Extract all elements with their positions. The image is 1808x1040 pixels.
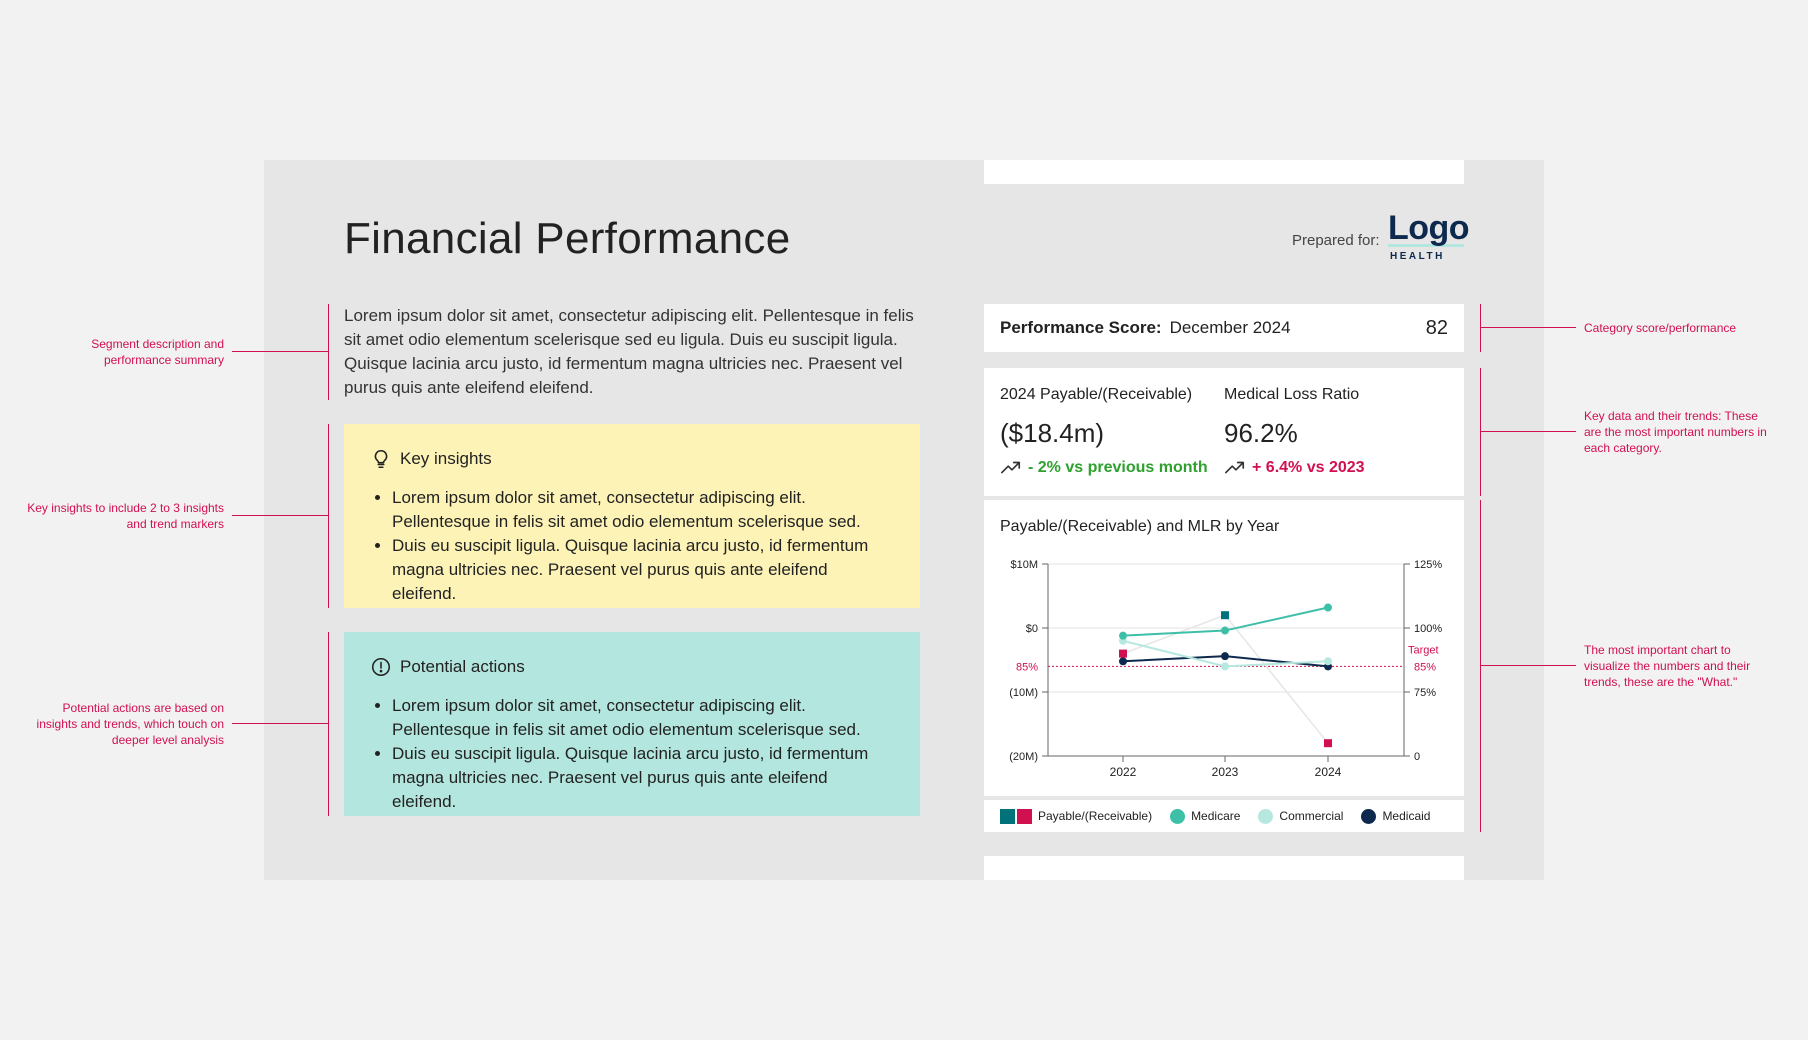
annotation-bracket <box>1480 500 1481 832</box>
y-right-tick-label: 125% <box>1414 559 1442 571</box>
key-insights-list: Lorem ipsum dolor sit amet, consectetur … <box>370 486 894 606</box>
logo-underline <box>1388 244 1464 247</box>
legend-swatch <box>1170 808 1186 824</box>
annotation-score: Category score/performance <box>1584 321 1737 335</box>
page-title: Financial Performance <box>344 214 791 263</box>
score-label: Performance Score: <box>1000 318 1162 337</box>
potential-actions-header: Potential actions <box>370 656 894 678</box>
annotation-connector <box>1480 665 1576 666</box>
x-tick-label: 2024 <box>1315 765 1342 779</box>
target-right-label: 85% <box>1414 661 1436 673</box>
annotation-connector <box>232 351 328 352</box>
list-item: Lorem ipsum dolor sit amet, consectetur … <box>392 486 894 534</box>
legend-label: Payable/(Receivable) <box>1038 809 1153 823</box>
target-label: Target <box>1408 644 1439 656</box>
score-period: December 2024 <box>1169 318 1291 337</box>
list-item: Duis eu suscipit ligula. Quisque lacinia… <box>392 742 894 814</box>
mlr-chart: $10M $0 (10M) (20M) 125% 100% 75% 0 2022 2023 2024… <box>1009 559 1442 779</box>
list-item: Duis eu suscipit ligula. Quisque lacinia… <box>392 534 894 606</box>
score-value: 82 <box>1425 316 1448 339</box>
kpi-trend-text: - 2% vs previous month <box>1028 459 1208 476</box>
legend-label: Medicare <box>1191 809 1241 823</box>
kpi-trend: - 2% vs previous month <box>1000 459 1208 477</box>
kpi-trend-text: + 6.4% vs 2023 <box>1252 459 1365 476</box>
performance-score-card: Performance Score: December 2024 82 <box>984 304 1464 352</box>
data-point-commercial <box>1221 662 1229 671</box>
legend-swatch <box>1000 808 1015 824</box>
annotation-insights: Key insights to include 2 to 3 insights … <box>27 501 224 531</box>
kpi-mlr: Medical Loss Ratio 96.2% + 6.4% vs 2023 <box>1224 386 1365 477</box>
annotation-bracket <box>328 304 329 400</box>
annotation-kpis: Key data and their trends: These are the… <box>1584 409 1767 455</box>
data-point-medicare <box>1324 603 1332 612</box>
potential-actions-box: Potential actions Lorem ipsum dolor sit … <box>344 632 920 816</box>
annotation-chart: The most important chart to visualize th… <box>1584 643 1751 689</box>
annotation-bracket <box>1480 304 1481 352</box>
trend-up-icon <box>1225 461 1245 474</box>
y-right-tick-label: 75% <box>1414 687 1436 699</box>
legend-item: Medicare <box>1170 808 1241 824</box>
data-point-medicare <box>1119 631 1127 640</box>
x-tick-label: 2023 <box>1212 765 1239 779</box>
legend-item: Medicaid <box>1361 808 1431 824</box>
data-point-medicare <box>1221 626 1229 635</box>
annotation-actions: Potential actions are based on insights … <box>36 701 224 747</box>
key-insights-title: Key insights <box>400 449 492 468</box>
target-left-label: 85% <box>1016 661 1038 673</box>
alert-circle-icon <box>371 657 391 677</box>
annotation-connector <box>1480 431 1576 432</box>
kpi-trend: + 6.4% vs 2023 <box>1224 459 1365 477</box>
potential-actions-list: Lorem ipsum dolor sit amet, consectetur … <box>370 694 894 814</box>
legend-item: Payable/(Receivable) <box>1000 808 1153 824</box>
lightbulb-icon <box>374 449 388 469</box>
y-left-tick-label: (10M) <box>1009 687 1038 699</box>
segment-description: Lorem ipsum dolor sit amet, consectetur … <box>344 306 914 397</box>
chart-title: Payable/(Receivable) and MLR by Year <box>1000 518 1280 535</box>
white-strip-bottom <box>984 856 1464 880</box>
list-item: Lorem ipsum dolor sit amet, consectetur … <box>392 694 894 742</box>
annotation-bracket <box>1480 368 1481 496</box>
kpi-value: 96.2% <box>1224 418 1298 448</box>
annotation-bracket <box>328 424 329 608</box>
client-logo: Logo HEALTH <box>1388 209 1470 262</box>
chart-legend: Payable/(Receivable) Medicare Commercial Me… <box>984 800 1464 832</box>
y-right-tick-label: 0 <box>1414 751 1420 763</box>
payable-marker <box>1324 739 1332 748</box>
logo-subtext: HEALTH <box>1390 251 1445 262</box>
legend-swatch <box>1258 808 1274 824</box>
annotation-connector <box>232 723 328 724</box>
trend-up-icon <box>1001 461 1021 474</box>
kpi-card: 2024 Payable/(Receivable) ($18.4m) - 2% … <box>984 368 1464 496</box>
data-point-commercial <box>1324 657 1332 666</box>
y-left-tick-label: $10M <box>1010 559 1038 571</box>
legend-label: Medicaid <box>1382 809 1431 823</box>
data-point-medicaid <box>1221 652 1229 661</box>
annotation-segment: Segment description and performance summ… <box>91 337 224 367</box>
y-left-tick-label: (20M) <box>1009 751 1038 763</box>
x-tick-label: 2022 <box>1110 765 1137 779</box>
annotation-bracket <box>328 632 329 816</box>
kpi-label: 2024 Payable/(Receivable) <box>1000 386 1193 403</box>
kpi-payable: 2024 Payable/(Receivable) ($18.4m) - 2% … <box>1000 386 1208 477</box>
payable-marker <box>1221 611 1229 620</box>
legend-item: Commercial <box>1258 808 1344 824</box>
white-strip-top <box>984 160 1464 184</box>
legend-swatch <box>1361 808 1377 824</box>
y-left-tick-label: $0 <box>1026 623 1038 635</box>
key-insights-header: Key insights <box>370 448 894 470</box>
annotation-connector <box>232 515 328 516</box>
key-insights-box: Key insights Lorem ipsum dolor sit amet,… <box>344 424 920 608</box>
chart-card: Payable/(Receivable) and MLR by Year $10… <box>984 500 1464 796</box>
legend-label: Commercial <box>1279 809 1344 823</box>
y-right-tick-label: 100% <box>1414 623 1442 635</box>
logo-wordmark: Logo <box>1388 209 1470 247</box>
prepared-for-label: Prepared for: <box>1292 232 1380 249</box>
kpi-label: Medical Loss Ratio <box>1224 386 1360 403</box>
kpi-value: ($18.4m) <box>1000 418 1105 448</box>
annotation-connector <box>1480 327 1576 328</box>
legend-swatch <box>1017 808 1032 824</box>
data-point-medicaid <box>1119 657 1127 666</box>
potential-actions-title: Potential actions <box>400 657 525 676</box>
payable-marker <box>1119 649 1127 658</box>
